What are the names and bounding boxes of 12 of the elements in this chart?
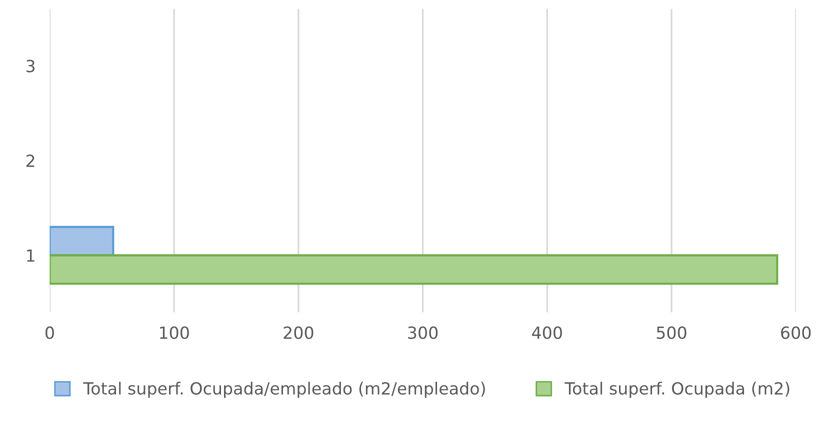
legend-label: Total superf. Ocupada (m2) (564, 382, 790, 398)
x-tick-label: 100 (160, 326, 189, 339)
x-tick-label: 600 (781, 326, 811, 339)
x-tick-label: 400 (532, 326, 562, 339)
y-tick-label: 2 (26, 154, 34, 167)
y-tick-label: 3 (26, 60, 35, 72)
x-tick-label: 500 (656, 326, 686, 339)
x-tick-label: 200 (284, 326, 314, 339)
y-tick-label: 1 (27, 250, 34, 262)
legend-label: Total superf. Ocupada/empleado (m2/empleado) (83, 382, 485, 398)
x-tick-label: 0 (46, 326, 54, 339)
x-tick-label: 300 (408, 326, 438, 339)
